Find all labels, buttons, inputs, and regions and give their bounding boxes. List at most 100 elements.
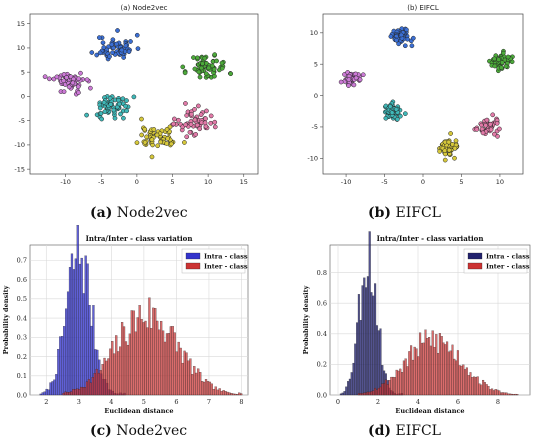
data-point (453, 138, 459, 144)
y-tick-label: 0.4 (17, 314, 27, 322)
histogram-bar (505, 392, 508, 396)
data-point (124, 108, 130, 114)
histogram-bar (101, 364, 104, 396)
histogram-bar (64, 391, 67, 396)
histogram-bar (428, 337, 431, 396)
data-point (353, 71, 359, 77)
data-point (142, 139, 148, 145)
histogram-series-inter (357, 329, 519, 396)
caption-d: (d) EIFCL (368, 423, 441, 439)
histogram-bar (487, 386, 490, 396)
histogram-bar (230, 393, 233, 396)
histogram-bar (99, 370, 102, 396)
chart-title: (a) Node2vec (121, 4, 168, 12)
histogram-bar (91, 377, 94, 396)
data-point (203, 71, 209, 77)
data-point (448, 131, 453, 136)
histogram-bar (462, 364, 465, 396)
y-tick-label: 0.6 (17, 276, 27, 284)
data-point (98, 111, 104, 116)
data-point (183, 101, 188, 106)
histogram-bar (107, 358, 110, 396)
histogram-bar (417, 356, 420, 396)
data-point (123, 43, 129, 49)
histogram-bar (451, 344, 454, 396)
histogram-bar (348, 378, 351, 396)
x-tick-label: -5 (381, 178, 387, 186)
data-point (144, 134, 149, 140)
data-point (126, 49, 132, 55)
histogram-bar (375, 389, 378, 396)
data-point (114, 41, 119, 47)
histogram-bar (134, 331, 137, 396)
data-point (155, 143, 161, 149)
data-point (61, 72, 67, 77)
histogram-bar (514, 393, 517, 396)
data-point (96, 35, 102, 40)
histogram-bar (361, 393, 364, 396)
histogram-bar (404, 358, 407, 396)
data-point (442, 157, 448, 163)
scatter-chart-node2vec: (a) Node2vec -10 -5 0 5 10 15 -15 -10 -5 0 5 10 15 (14, 4, 259, 186)
data-point (211, 66, 217, 72)
histogram-bar (122, 326, 126, 396)
histogram-bar (68, 267, 72, 396)
data-point (97, 105, 103, 111)
histogram-bar (473, 376, 476, 396)
y-axis-label: Probability density (2, 285, 10, 354)
histogram-bar (507, 393, 510, 396)
histogram-bar (224, 391, 227, 396)
histogram-bar (500, 392, 503, 396)
data-point (121, 55, 126, 60)
data-point (191, 55, 196, 60)
data-point (446, 139, 452, 145)
histogram-bar (55, 374, 58, 396)
data-point (357, 77, 363, 83)
data-point (139, 116, 144, 122)
histogram-bar (426, 338, 429, 396)
histogram-bar (126, 344, 130, 396)
histogram-bar (65, 308, 68, 396)
data-point (165, 136, 171, 141)
data-point (168, 141, 174, 147)
caption-a: (a) Node2vec (90, 205, 188, 221)
y-tick-label: -5 (312, 123, 318, 131)
histogram-bar (193, 366, 196, 396)
histogram-bar (339, 393, 342, 396)
data-point (208, 113, 214, 119)
histogram-bar (187, 360, 190, 396)
x-tick-label: -5 (98, 178, 104, 186)
data-point (346, 83, 351, 88)
histogram-series-intra (339, 231, 404, 396)
histogram-bar (422, 342, 425, 396)
x-tick-label: 6 (456, 398, 460, 406)
histogram-bar (41, 392, 44, 396)
data-point (116, 97, 121, 103)
data-point (212, 119, 218, 125)
y-tick-label: 15 (17, 20, 25, 28)
data-point (409, 43, 415, 49)
histogram-bar (411, 359, 414, 396)
histogram-bar (415, 348, 418, 396)
data-point (158, 139, 163, 145)
histogram-bar (482, 379, 485, 396)
histogram-bar (146, 327, 149, 396)
data-point (134, 140, 140, 146)
data-point (383, 115, 389, 121)
legend-label: Intra - class (204, 253, 248, 261)
data-point (351, 82, 357, 88)
cluster-6 (437, 131, 460, 163)
x-tick-label: 10 (496, 178, 504, 186)
caption-b: (b) EIFCL (368, 205, 441, 221)
histogram-bar (366, 391, 369, 396)
histogram-bar (431, 330, 434, 396)
data-point (488, 127, 494, 133)
histogram-bar (197, 368, 200, 396)
legend-swatch (467, 252, 483, 260)
histogram-bar (206, 381, 210, 396)
histogram-bar (370, 292, 373, 396)
x-tick-label: 5 (459, 178, 463, 186)
data-point (196, 69, 202, 75)
chart-title: (b) EIFCL (407, 4, 439, 12)
data-point (198, 112, 204, 118)
